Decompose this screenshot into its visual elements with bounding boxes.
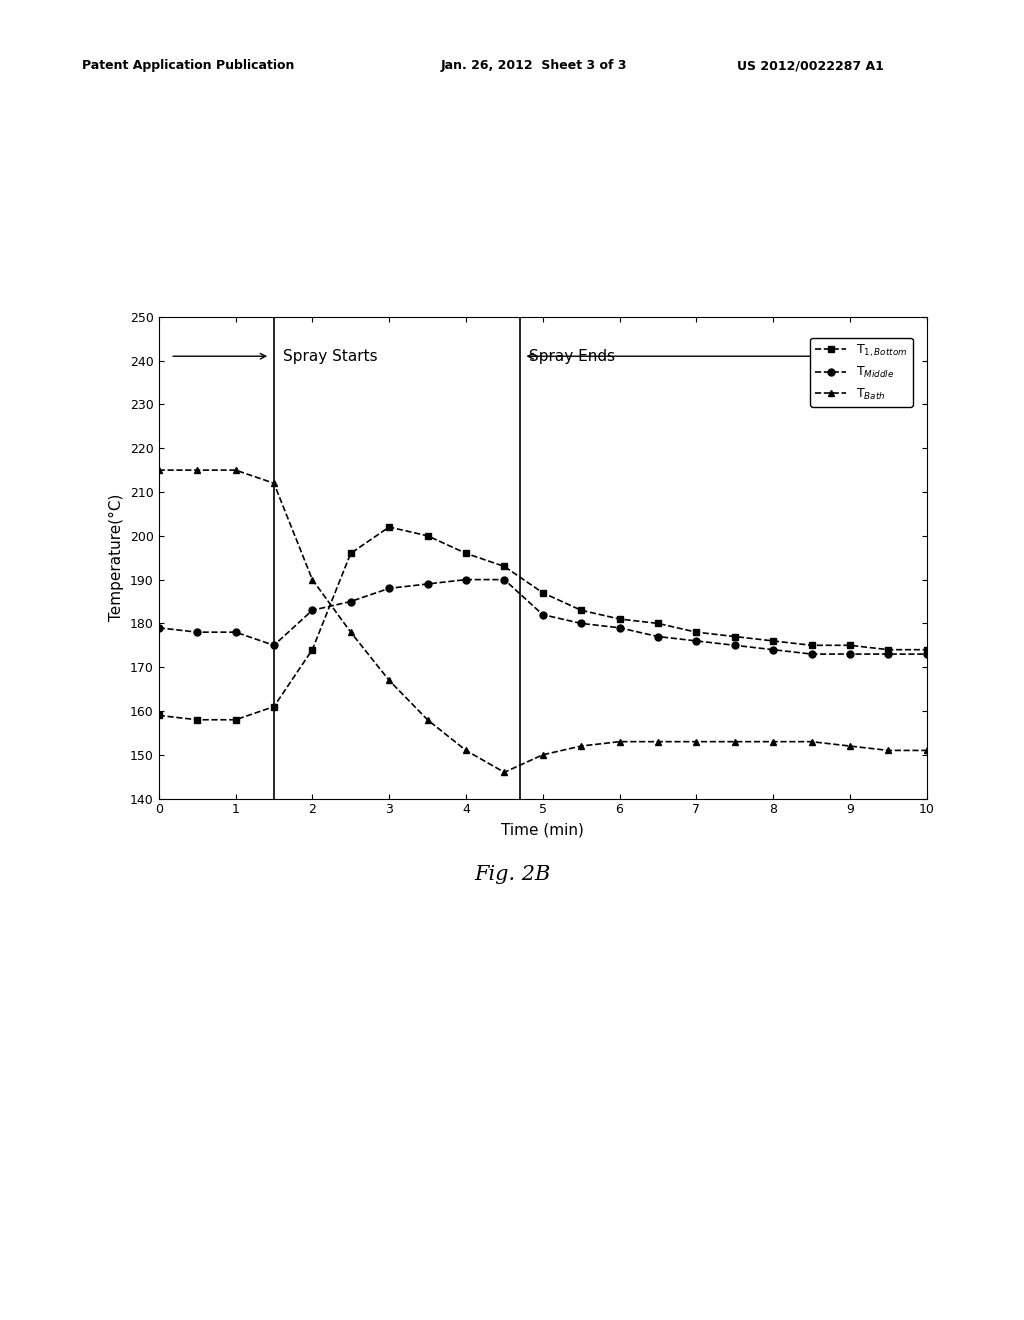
T$_{Middle}$ <box>613 620 626 636</box>
T$_{Middle}$ <box>190 624 203 640</box>
T$_{Bath}$ <box>729 734 741 750</box>
T$_{Bath}$ <box>190 462 203 478</box>
T$_{Middle}$ <box>806 645 818 661</box>
Text: Patent Application Publication: Patent Application Publication <box>82 59 294 73</box>
T$_{Middle}$ <box>844 645 856 661</box>
T$_{Middle}$ <box>153 620 165 636</box>
T$_{Middle}$ <box>306 602 318 618</box>
T$_{1, Bottom}$ <box>729 628 741 644</box>
T$_{Middle}$ <box>422 576 434 591</box>
T$_{Bath}$ <box>306 572 318 587</box>
T$_{Middle}$ <box>575 615 588 631</box>
Legend: T$_{1, Bottom}$, T$_{Middle}$, T$_{Bath}$: T$_{1, Bottom}$, T$_{Middle}$, T$_{Bath}… <box>810 338 912 407</box>
T$_{1, Bottom}$ <box>690 624 702 640</box>
T$_{1, Bottom}$ <box>537 585 549 601</box>
T$_{Middle}$ <box>883 645 895 661</box>
T$_{1, Bottom}$ <box>268 698 281 714</box>
T$_{Bath}$ <box>153 462 165 478</box>
Text: Spray Ends: Spray Ends <box>529 348 615 364</box>
T$_{Bath}$ <box>499 764 511 780</box>
T$_{Bath}$ <box>921 742 933 758</box>
T$_{Bath}$ <box>383 672 395 688</box>
T$_{1, Bottom}$ <box>921 642 933 657</box>
T$_{Bath}$ <box>229 462 242 478</box>
Text: Fig. 2B: Fig. 2B <box>474 865 550 883</box>
T$_{Middle}$ <box>921 645 933 661</box>
T$_{Bath}$ <box>422 711 434 727</box>
T$_{Bath}$ <box>537 747 549 763</box>
Y-axis label: Temperature(°C): Temperature(°C) <box>110 494 125 622</box>
T$_{1, Bottom}$ <box>153 708 165 723</box>
X-axis label: Time (min): Time (min) <box>502 822 584 837</box>
T$_{Middle}$ <box>652 628 665 644</box>
T$_{Bath}$ <box>652 734 665 750</box>
T$_{Bath}$ <box>613 734 626 750</box>
T$_{1, Bottom}$ <box>613 611 626 627</box>
Text: Spray Starts: Spray Starts <box>283 348 378 364</box>
T$_{Bath}$ <box>767 734 779 750</box>
T$_{Middle}$ <box>767 642 779 657</box>
Line: T$_{1, Bottom}$: T$_{1, Bottom}$ <box>156 524 930 723</box>
T$_{Bath}$ <box>806 734 818 750</box>
T$_{1, Bottom}$ <box>883 642 895 657</box>
Text: Jan. 26, 2012  Sheet 3 of 3: Jan. 26, 2012 Sheet 3 of 3 <box>440 59 627 73</box>
T$_{Bath}$ <box>575 738 588 754</box>
T$_{Middle}$ <box>383 581 395 597</box>
T$_{1, Bottom}$ <box>460 545 472 561</box>
T$_{1, Bottom}$ <box>575 602 588 618</box>
T$_{Middle}$ <box>690 634 702 649</box>
T$_{1, Bottom}$ <box>499 558 511 574</box>
T$_{1, Bottom}$ <box>306 642 318 657</box>
T$_{Middle}$ <box>537 607 549 623</box>
T$_{1, Bottom}$ <box>652 615 665 631</box>
Line: T$_{Bath}$: T$_{Bath}$ <box>156 467 930 776</box>
T$_{1, Bottom}$ <box>422 528 434 544</box>
T$_{Bath}$ <box>268 475 281 491</box>
T$_{Middle}$ <box>268 638 281 653</box>
T$_{1, Bottom}$ <box>806 638 818 653</box>
T$_{Bath}$ <box>460 742 472 758</box>
Line: T$_{Middle}$: T$_{Middle}$ <box>156 576 930 657</box>
T$_{1, Bottom}$ <box>383 519 395 535</box>
T$_{1, Bottom}$ <box>229 711 242 727</box>
T$_{1, Bottom}$ <box>844 638 856 653</box>
T$_{Bath}$ <box>883 742 895 758</box>
T$_{Middle}$ <box>460 572 472 587</box>
T$_{1, Bottom}$ <box>767 634 779 649</box>
T$_{Middle}$ <box>729 638 741 653</box>
T$_{1, Bottom}$ <box>344 545 357 561</box>
T$_{1, Bottom}$ <box>190 711 203 727</box>
T$_{Middle}$ <box>229 624 242 640</box>
Text: US 2012/0022287 A1: US 2012/0022287 A1 <box>737 59 884 73</box>
T$_{Bath}$ <box>344 624 357 640</box>
T$_{Middle}$ <box>499 572 511 587</box>
T$_{Bath}$ <box>690 734 702 750</box>
T$_{Bath}$ <box>844 738 856 754</box>
T$_{Middle}$ <box>344 594 357 610</box>
